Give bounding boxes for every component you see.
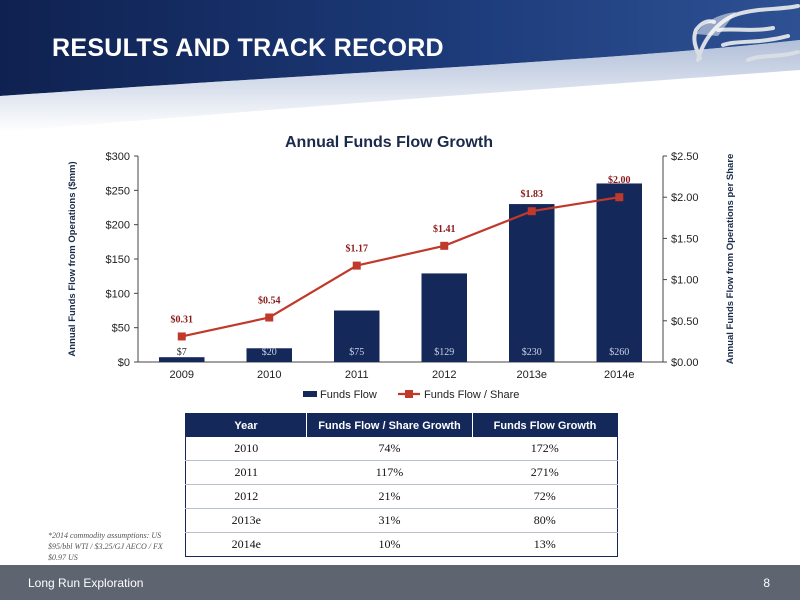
table-cell: 2010 <box>185 437 307 461</box>
column-header: Year <box>185 413 307 437</box>
line-point-marker <box>352 261 361 270</box>
x-tick-label: 2010 <box>257 369 281 381</box>
table-row: 2010 74% 172% <box>185 437 618 461</box>
right-tick-label: $0.00 <box>671 357 699 369</box>
left-tick-label: $150 <box>106 254 130 266</box>
left-tick-label: $300 <box>106 151 130 163</box>
growth-table: Year Funds Flow / Share Growth Funds Flo… <box>185 413 618 557</box>
column-header: Funds Flow Growth <box>472 413 618 437</box>
funds-flow-bars <box>159 183 642 362</box>
per-share-line <box>177 193 624 341</box>
line-value-label: $1.17 <box>346 244 369 255</box>
slide-title: RESULTS AND TRACK RECORD <box>52 34 444 62</box>
footer-bar: Long Run Exploration 8 <box>0 565 800 600</box>
footer-company-name: Long Run Exploration <box>28 576 144 590</box>
right-tick-label: $2.50 <box>671 151 699 163</box>
table-cell: 74% <box>306 437 473 461</box>
chart-title: Annual Funds Flow Growth <box>285 134 493 151</box>
table-cell: 117% <box>306 460 473 485</box>
left-tick-label: $200 <box>106 220 130 232</box>
right-tick-label: $0.50 <box>671 316 699 328</box>
table-cell: 31% <box>306 508 473 533</box>
header-banner <box>0 0 800 132</box>
left-tick-label: $100 <box>106 288 130 300</box>
bar-value-label: $230 <box>522 347 542 358</box>
left-tick-label: $0 <box>118 357 130 369</box>
right-tick-label: $1.00 <box>671 275 699 287</box>
x-tick-label: 2014e <box>604 369 635 381</box>
bar <box>509 204 555 362</box>
table-cell: 72% <box>472 484 618 509</box>
x-tick-label: 2013e <box>516 369 547 381</box>
bar-value-label: $7 <box>177 347 187 358</box>
table-cell: 172% <box>472 437 618 461</box>
chart-legend: Funds Flow Funds Flow / Share <box>303 389 519 401</box>
right-axis-ticks: $0.00 $0.50 $1.00 $1.50 $2.00 $2.50 <box>663 151 699 369</box>
table-cell: 80% <box>472 508 618 533</box>
bar-value-label: $129 <box>434 347 454 358</box>
line-value-label: $1.41 <box>433 224 456 235</box>
column-header: Funds Flow / Share Growth <box>306 413 473 437</box>
line-point-marker <box>615 193 624 202</box>
page-number: 8 <box>763 576 770 590</box>
left-tick-label: $50 <box>112 323 130 335</box>
legend-bar-swatch <box>303 391 317 397</box>
line-value-label: $2.00 <box>608 175 631 186</box>
left-axis-ticks: $0 $50 $100 $150 $200 $250 $300 <box>106 151 138 369</box>
legend-marker-swatch <box>405 390 413 398</box>
line-value-label: $1.83 <box>521 189 544 200</box>
table-row: 2014e 10% 13% <box>186 533 618 557</box>
right-tick-label: $2.00 <box>671 192 699 204</box>
bar-value-labels: $7 $20 $75 $129 $230 $260 <box>177 347 630 358</box>
commodity-footnote: *2014 commodity assumptions: US $95/bbl … <box>48 531 163 562</box>
bar <box>246 348 292 362</box>
y-axis-label: Annual Funds Flow from Operations ($mm) <box>67 161 78 356</box>
bar <box>421 273 467 362</box>
x-axis-labels: 2009 2010 2011 2012 2013e 2014e <box>170 369 635 381</box>
table-cell: 2012 <box>185 484 307 509</box>
x-tick-label: 2012 <box>432 369 456 381</box>
legend-label: Funds Flow <box>320 389 377 401</box>
table-row: 2012 21% 72% <box>185 484 618 509</box>
horse-logo-icon <box>692 4 800 62</box>
table-cell: 2011 <box>185 460 307 485</box>
bar <box>596 183 642 362</box>
line-point-marker <box>265 313 274 322</box>
table-row: 2011 117% 271% <box>185 460 618 485</box>
line-point-marker <box>527 207 536 216</box>
left-tick-label: $250 <box>106 185 130 197</box>
table-cell: 2013e <box>185 508 307 533</box>
series-line <box>181 196 620 338</box>
line-value-label: $0.54 <box>258 296 281 307</box>
bar <box>334 310 380 362</box>
y2-axis-label: Annual Funds Flow from Operations per Sh… <box>725 154 736 365</box>
x-tick-label: 2009 <box>170 369 194 381</box>
table-cell: 10% <box>378 537 401 551</box>
table-cell: 271% <box>472 460 618 485</box>
table-cell: 21% <box>306 484 473 509</box>
table-row: 2013e 31% 80% <box>185 508 618 533</box>
legend-label: Funds Flow / Share <box>424 389 519 401</box>
table-header-row: Year Funds Flow / Share Growth Funds Flo… <box>185 413 618 437</box>
bar <box>159 357 205 362</box>
line-point-marker <box>177 332 186 341</box>
x-tick-label: 2011 <box>345 369 369 381</box>
table-cell: 13% <box>533 537 556 551</box>
bar-value-label: $260 <box>609 347 629 358</box>
line-point-marker <box>440 241 449 250</box>
funds-flow-chart: Annual Funds Flow Growth $0 $50 $100 $150 $2… <box>67 134 736 401</box>
per-share-value-labels: $0.31 $0.54 $1.17 $1.41 $1.83 $2.00 <box>171 175 631 325</box>
table-cell: 2014e <box>231 537 261 551</box>
line-value-label: $0.31 <box>171 314 194 325</box>
right-tick-label: $1.50 <box>671 233 699 245</box>
bar-value-label: $20 <box>262 347 277 358</box>
bar-value-label: $75 <box>349 347 364 358</box>
